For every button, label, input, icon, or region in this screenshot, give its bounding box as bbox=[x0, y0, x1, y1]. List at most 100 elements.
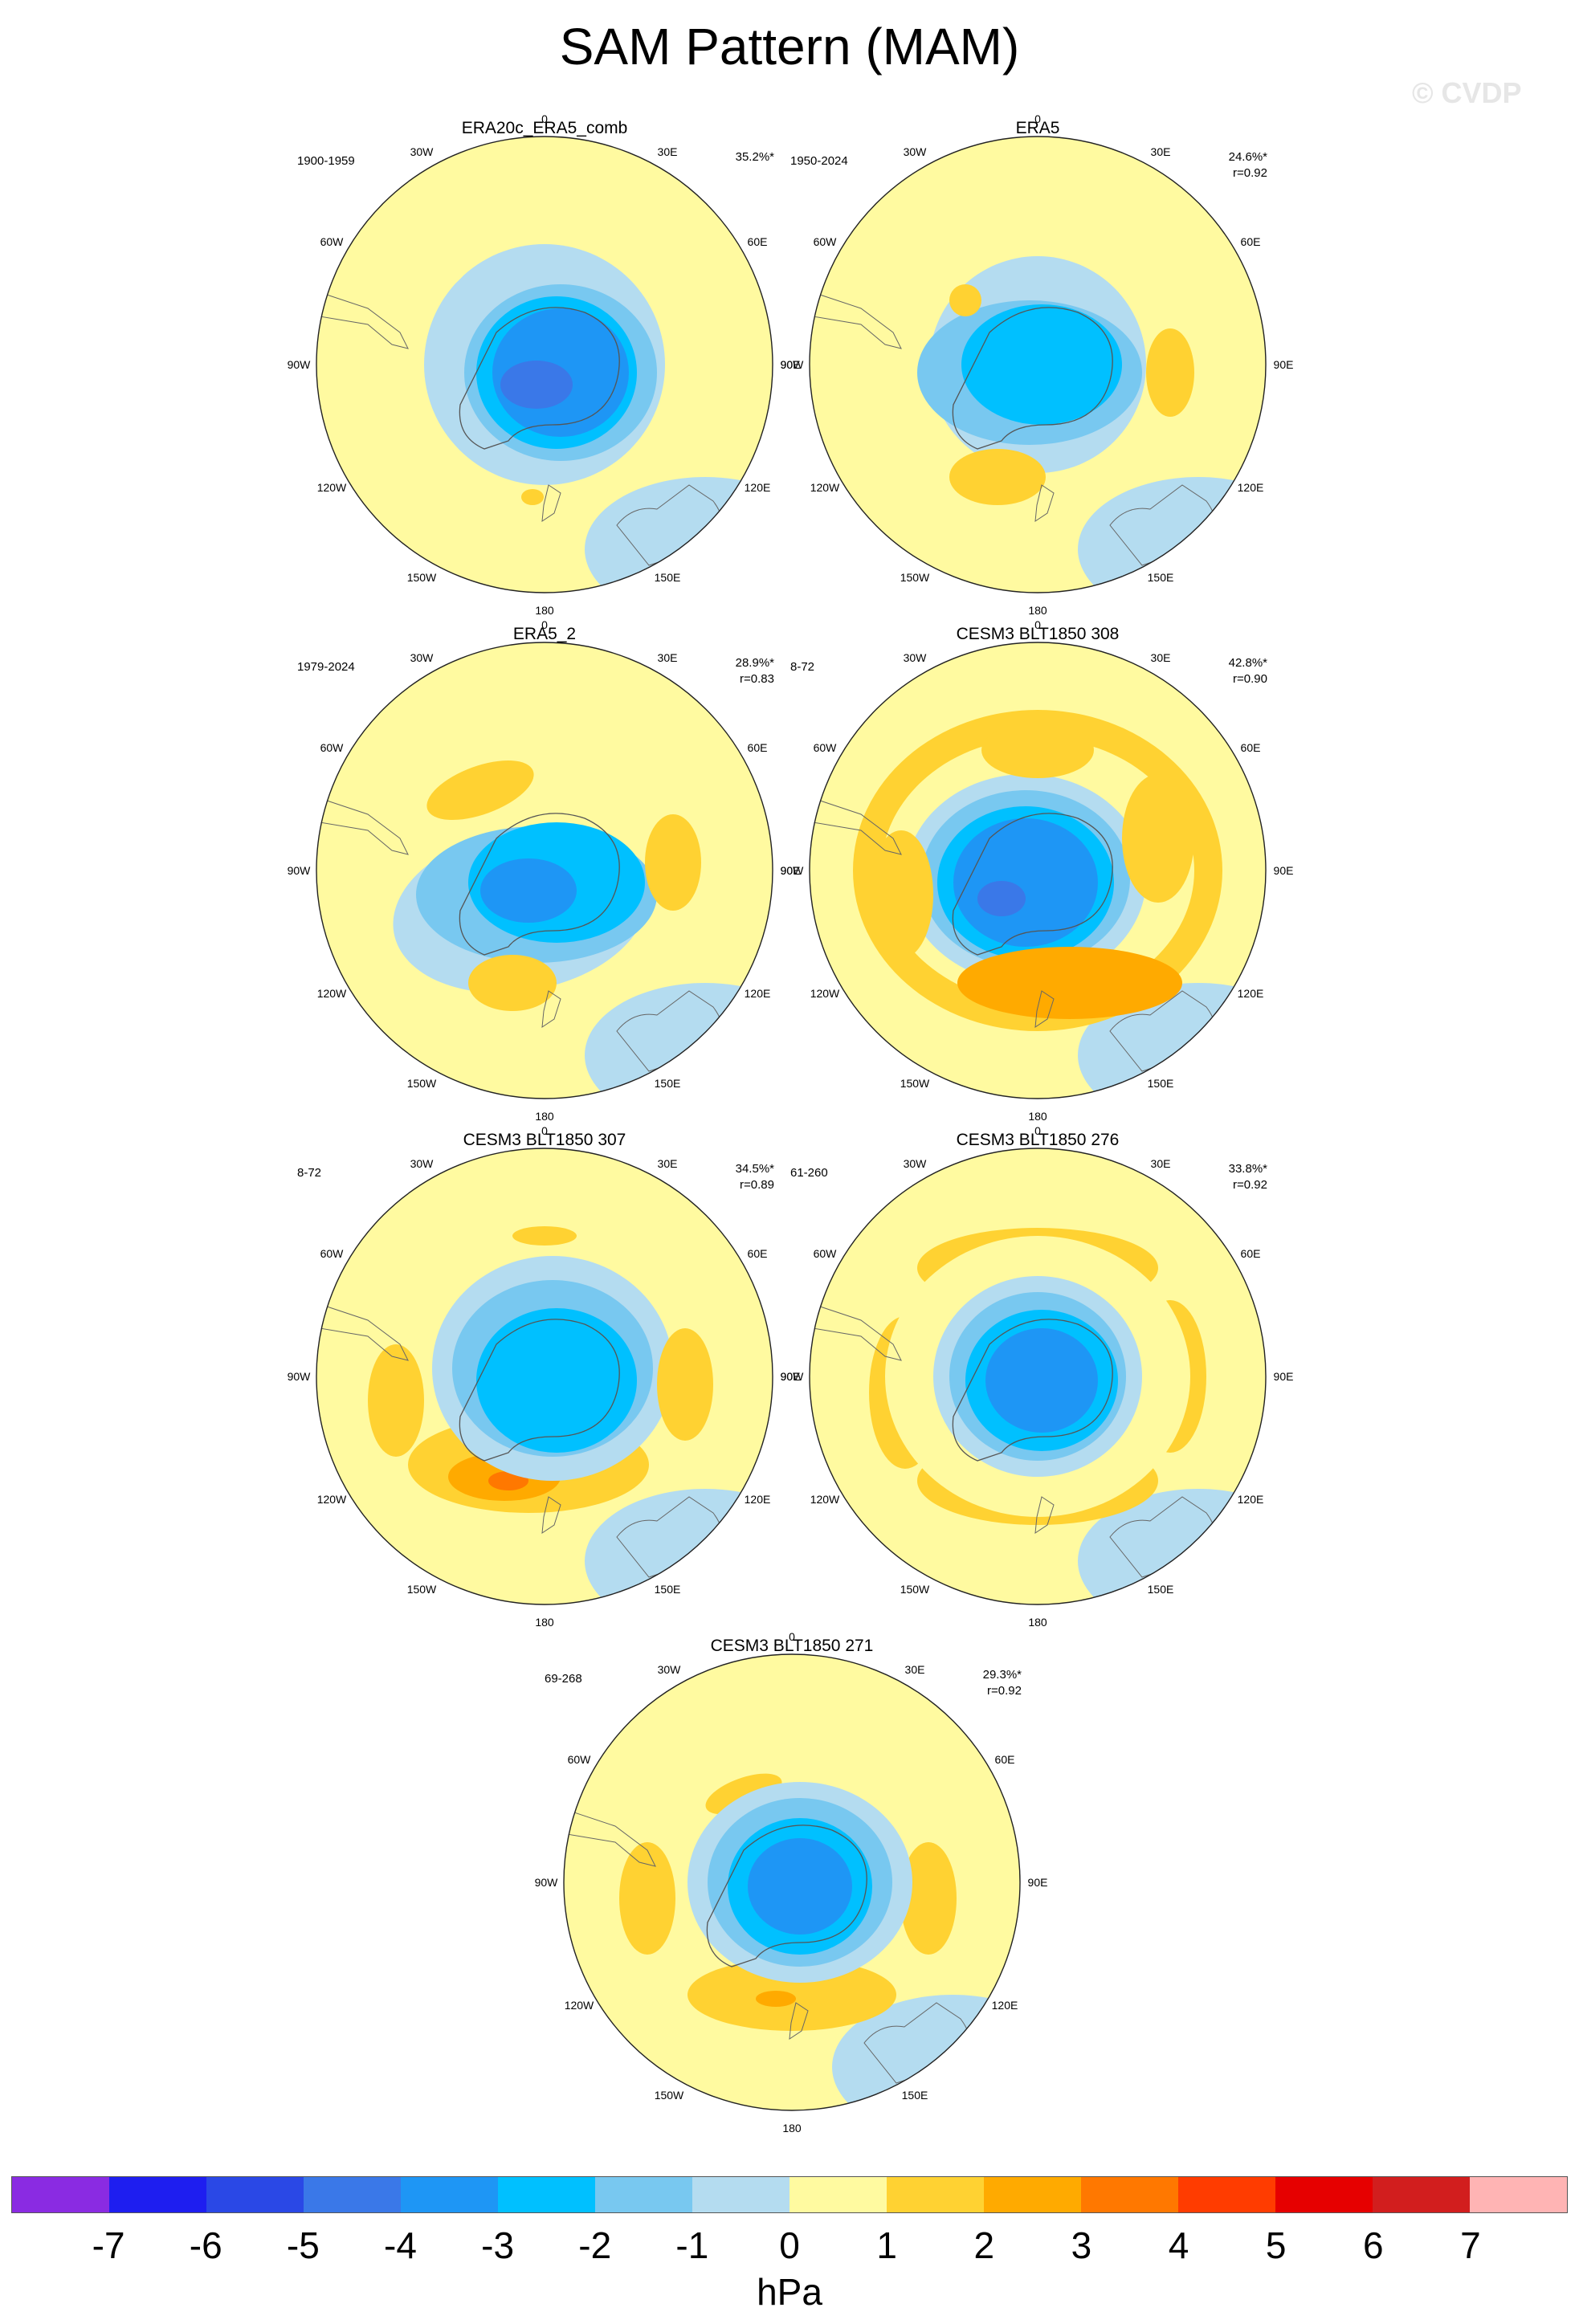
longitude-label: 0 bbox=[541, 112, 548, 125]
colorbar-segment bbox=[887, 2177, 984, 2212]
colorbar-segment bbox=[401, 2177, 498, 2212]
longitude-label: 60W bbox=[320, 235, 345, 248]
longitude-label: 30W bbox=[904, 145, 928, 158]
map-panel-era20c: 0 30E 60E 90E 120E 150E 180 150W 120W 90W 60W 30W E… bbox=[288, 112, 801, 617]
panel-period: 69-268 bbox=[545, 1672, 582, 1686]
pct-variance: 34.5%* bbox=[735, 1162, 774, 1176]
panel-stats: 35.2%* bbox=[736, 149, 774, 165]
panel-stats: 34.5%* r=0.89 bbox=[736, 1161, 774, 1193]
longitude-label: 30E bbox=[658, 1157, 678, 1170]
panel-stats: 33.8%* r=0.92 bbox=[1229, 1161, 1267, 1193]
longitude-label: 150E bbox=[1148, 571, 1174, 584]
field-contour bbox=[373, 241, 475, 312]
longitude-label: 30W bbox=[904, 1157, 928, 1170]
longitude-label: 90E bbox=[1274, 864, 1294, 877]
map-boundary bbox=[809, 642, 1267, 1099]
panel-title: CESM3 BLT1850 308 bbox=[956, 625, 1120, 643]
longitude-label: 0 bbox=[789, 1630, 795, 1643]
panel-period: 1950-2024 bbox=[790, 154, 848, 168]
field-contour bbox=[512, 1226, 577, 1246]
panel-stats: 28.9%* r=0.83 bbox=[736, 655, 774, 687]
longitude-label: 30E bbox=[1151, 1157, 1171, 1170]
longitude-label: 120E bbox=[1238, 987, 1264, 1000]
field-contour bbox=[1078, 477, 1266, 593]
field-contour bbox=[957, 947, 1182, 1019]
longitude-label: 0 bbox=[1034, 112, 1041, 125]
antarctica-coastline bbox=[706, 1825, 867, 1967]
longitude-label: 180 bbox=[535, 1616, 554, 1629]
longitude-label: 60W bbox=[814, 235, 838, 248]
longitude-label: 0 bbox=[1034, 618, 1041, 631]
antarctica-coastline bbox=[952, 813, 1113, 956]
polar-map: 0 30E 60E 90E 120E 150E 180 150W 120W 90W 60W 30W bbox=[781, 1124, 1294, 1629]
longitude-label: 90E bbox=[781, 864, 801, 877]
longitude-label: 60E bbox=[1241, 741, 1261, 754]
longitude-label: 150E bbox=[655, 1077, 681, 1090]
map-boundary bbox=[809, 136, 1267, 593]
field-contour bbox=[748, 1838, 852, 1935]
south-america-coastline bbox=[566, 1809, 656, 1867]
panel-period: 1979-2024 bbox=[297, 660, 355, 674]
longitude-label: 60W bbox=[320, 1247, 345, 1260]
field-contour bbox=[985, 1328, 1098, 1433]
pct-variance: 35.2%* bbox=[735, 150, 774, 164]
longitude-label: 150E bbox=[1148, 1583, 1174, 1596]
pattern-correlation: r=0.92 bbox=[1233, 166, 1267, 180]
panel-period: 8-72 bbox=[297, 1166, 322, 1180]
longitude-label: 120E bbox=[1238, 1493, 1264, 1506]
polar-map: 0 30E 60E 90E 120E 150E 180 150W 120W 90W 60W 30W bbox=[535, 1630, 1048, 2134]
panel-period: 1900-1959 bbox=[297, 154, 355, 168]
colorbar-tick-label: -5 bbox=[286, 2224, 320, 2266]
longitude-label: 0 bbox=[541, 1124, 548, 1137]
colorbar-segment bbox=[206, 2177, 304, 2212]
field-contour bbox=[949, 449, 1046, 505]
antarctica-coastline bbox=[459, 1319, 620, 1462]
longitude-label: 0 bbox=[541, 618, 548, 631]
field-contour bbox=[900, 1842, 957, 1955]
longitude-label: 30W bbox=[658, 1663, 682, 1676]
field-contour bbox=[949, 284, 981, 316]
longitude-label: 120E bbox=[992, 1999, 1018, 2012]
colorbar-segment bbox=[12, 2177, 109, 2212]
longitude-label: 30W bbox=[904, 651, 928, 664]
map-panel-cesm3-308: 0 30E 60E 90E 120E 150E 180 150W 120W 90W 60W 30W C… bbox=[781, 618, 1294, 1123]
colorbar-segment bbox=[1275, 2177, 1373, 2212]
longitude-label: 90E bbox=[1028, 1876, 1048, 1889]
field-contour bbox=[521, 489, 544, 505]
map-boundary bbox=[809, 1148, 1267, 1605]
longitude-label: 120W bbox=[565, 1999, 594, 2012]
map-panel-cesm3-307: 0 30E 60E 90E 120E 150E 180 150W 120W 90W 60W 30W C… bbox=[288, 1124, 801, 1629]
longitude-label: 180 bbox=[782, 2122, 802, 2134]
panel-title: ERA5_2 bbox=[512, 625, 577, 643]
colorbar-segment bbox=[984, 2177, 1081, 2212]
longitude-label: 30E bbox=[1151, 145, 1171, 158]
longitude-label: 90W bbox=[781, 1370, 805, 1383]
figure-title: SAM Pattern (MAM) bbox=[559, 18, 1020, 75]
colorbar-segment bbox=[1470, 2177, 1567, 2212]
field-contour bbox=[500, 361, 573, 409]
colorbar-tick-label: -3 bbox=[481, 2224, 515, 2266]
polar-map: 0 30E 60E 90E 120E 150E 180 150W 120W 90W 60W 30W bbox=[781, 618, 1294, 1123]
south-america-coastline bbox=[812, 1303, 902, 1361]
longitude-label: 180 bbox=[535, 1110, 554, 1123]
colorbar-tick-label: -6 bbox=[189, 2224, 222, 2266]
pattern-correlation: r=0.83 bbox=[740, 672, 774, 686]
colorbar-tick-label: 2 bbox=[973, 2224, 995, 2266]
field-contour bbox=[977, 881, 1026, 916]
south-america-coastline bbox=[812, 292, 902, 349]
field-contour bbox=[1122, 774, 1194, 903]
longitude-label: 150W bbox=[407, 1583, 437, 1596]
longitude-label: 30W bbox=[410, 145, 435, 158]
field-contour bbox=[705, 1773, 782, 1815]
colorbar-tick-label: -7 bbox=[92, 2224, 125, 2266]
longitude-label: 90W bbox=[781, 358, 805, 371]
longitude-label: 60W bbox=[320, 741, 345, 754]
cvdp-watermark: © CVDP bbox=[1412, 76, 1522, 109]
longitude-label: 60E bbox=[1241, 235, 1261, 248]
longitude-label: 120E bbox=[745, 1493, 771, 1506]
colorbar-segment bbox=[109, 2177, 206, 2212]
south-america-coastline bbox=[319, 797, 409, 855]
colorbar-segment bbox=[1373, 2177, 1470, 2212]
longitude-label: 90E bbox=[1274, 358, 1294, 371]
pct-variance: 42.8%* bbox=[1228, 656, 1267, 670]
